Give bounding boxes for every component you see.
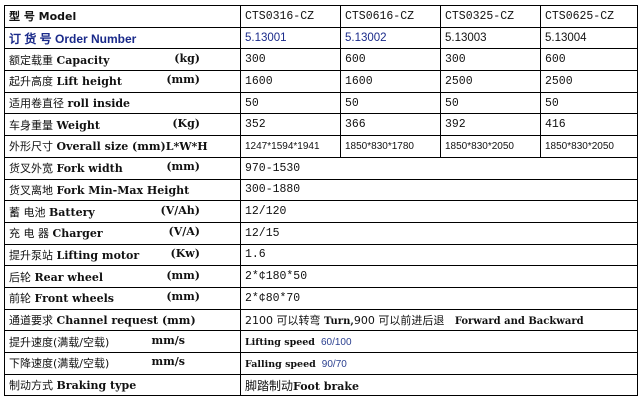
- spec-row: 外形尺寸 Overall size (mm)L*W*H 1247*1594*194…: [4, 135, 638, 158]
- model-cell: CTS0325-CZ: [440, 5, 541, 28]
- row-label: 制动方式 Braking type: [4, 373, 241, 397]
- row-label: 起升高度 Lift height (mm): [4, 70, 241, 93]
- order-cell: 5.13001: [240, 26, 341, 50]
- value-cell: 50: [540, 91, 638, 115]
- row-label: 提升速度(满载/空载) mm/s: [4, 330, 241, 353]
- falling_speed-value: Falling speed 90/70: [240, 352, 638, 375]
- value-cell: 50: [240, 91, 341, 115]
- value-cell: 1.6: [240, 243, 638, 267]
- value-cell: 366: [340, 113, 441, 137]
- spec-row: 充 电 器 Charger (V/A) 12/15: [4, 221, 638, 245]
- row-label: 外形尺寸 Overall size (mm)L*W*H: [4, 135, 241, 158]
- model-cell: CTS0316-CZ: [240, 5, 341, 28]
- spec-row: 货叉外宽 Fork width (mm) 970-1530: [4, 156, 638, 180]
- spec-row: 起升高度 Lift height (mm) 1600 1600 2500 2500: [4, 70, 638, 93]
- spec-row: 货叉离地 Fork Min-Max Height 300-1880: [4, 178, 638, 202]
- value-cell: 392: [440, 113, 541, 137]
- model-cell: CTS0625-CZ: [540, 5, 638, 28]
- value-cell: 1247*1594*1941: [240, 135, 341, 158]
- order-cell: 5.13003: [440, 26, 541, 50]
- value-cell: 2*¢80*70: [240, 286, 638, 310]
- spec-row: 蓄 电池 Battery (V/Ah) 12/120: [4, 200, 638, 223]
- value-cell: 300-1880: [240, 178, 638, 202]
- row-label: 车身重量 Weight (Kg): [4, 113, 241, 137]
- value-cell: 2500: [540, 70, 638, 93]
- model-row: 型 号 Model CTS0316-CZ CTS0616-CZ CTS0325-CZ C…: [4, 5, 638, 28]
- spec-row: 适用卷直径 roll inside 50 50 50 50: [4, 91, 638, 115]
- braking-row: 制动方式 Braking type 脚踏制动Foot brake: [4, 373, 638, 397]
- channel-row: 通道要求 Channel request (mm) 2100 可以转弯 Turn,…: [4, 308, 638, 332]
- value-cell: 1600: [240, 70, 341, 93]
- spec-row: 后轮 Rear wheel (mm) 2*¢180*50: [4, 265, 638, 288]
- value-cell: 600: [340, 48, 441, 72]
- lifting_speed-row: 提升速度(满载/空载) mm/s Lifting speed 60/100: [4, 330, 638, 353]
- row-label: 型 号 Model: [4, 5, 241, 28]
- value-cell: 50: [340, 91, 441, 115]
- falling_speed-row: 下降速度(满载/空载) mm/s Falling speed 90/70: [4, 352, 638, 375]
- order-row: 订 货 号 Order Number 5.13001 5.13002 5.13003 5…: [4, 26, 638, 50]
- channel-value: 2100 可以转弯 Turn,900 可以前进后退 Forward and Ba…: [240, 308, 638, 332]
- row-label: 适用卷直径 roll inside: [4, 91, 241, 115]
- value-cell: 12/15: [240, 221, 638, 245]
- value-cell: 1850*830*2050: [440, 135, 541, 158]
- spec-row: 提升泵站 Lifting motor (Kw) 1.6: [4, 243, 638, 267]
- value-cell: 352: [240, 113, 341, 137]
- row-label: 后轮 Rear wheel (mm): [4, 265, 241, 288]
- row-label: 提升泵站 Lifting motor (Kw): [4, 243, 241, 267]
- order-cell: 5.13002: [340, 26, 441, 50]
- row-label: 货叉外宽 Fork width (mm): [4, 156, 241, 180]
- value-cell: 416: [540, 113, 638, 137]
- value-cell: 600: [540, 48, 638, 72]
- value-cell: 970-1530: [240, 156, 638, 180]
- order-cell: 5.13004: [540, 26, 638, 50]
- value-cell: 1600: [340, 70, 441, 93]
- value-cell: 50: [440, 91, 541, 115]
- spec-row: 车身重量 Weight (Kg) 352 366 392 416: [4, 113, 638, 137]
- value-cell: 1850*830*1780: [340, 135, 441, 158]
- spec-row: 额定载重 Capacity (kg) 300 600 300 600: [4, 48, 638, 72]
- value-cell: 300: [440, 48, 541, 72]
- row-label: 前轮 Front wheels (mm): [4, 286, 241, 310]
- row-label: 蓄 电池 Battery (V/Ah): [4, 200, 241, 223]
- value-cell: 12/120: [240, 200, 638, 223]
- lifting_speed-value: Lifting speed 60/100: [240, 330, 638, 353]
- spec-row: 前轮 Front wheels (mm) 2*¢80*70: [4, 286, 638, 310]
- row-label: 下降速度(满载/空载) mm/s: [4, 352, 241, 375]
- model-cell: CTS0616-CZ: [340, 5, 441, 28]
- row-label: 货叉离地 Fork Min-Max Height: [4, 178, 241, 202]
- row-label: 订 货 号 Order Number: [4, 26, 241, 50]
- spec-table: 型 号 Model CTS0316-CZ CTS0616-CZ CTS0325-CZ C…: [4, 5, 638, 397]
- braking-value: 脚踏制动Foot brake: [240, 373, 638, 397]
- row-label: 额定载重 Capacity (kg): [4, 48, 241, 72]
- value-cell: 300: [240, 48, 341, 72]
- row-label: 充 电 器 Charger (V/A): [4, 221, 241, 245]
- row-label: 通道要求 Channel request (mm): [4, 308, 241, 332]
- value-cell: 2500: [440, 70, 541, 93]
- value-cell: 1850*830*2050: [540, 135, 638, 158]
- value-cell: 2*¢180*50: [240, 265, 638, 288]
